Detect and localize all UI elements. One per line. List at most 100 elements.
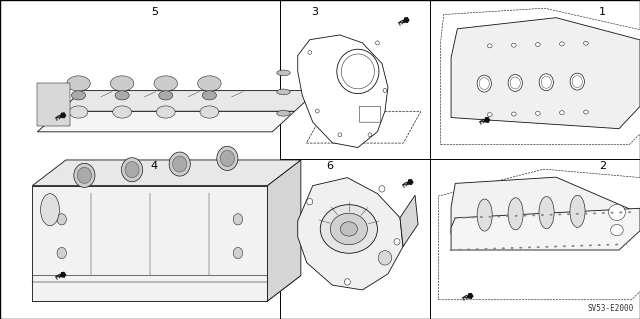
Ellipse shape — [202, 91, 216, 100]
Polygon shape — [400, 195, 418, 247]
Ellipse shape — [376, 41, 380, 45]
Ellipse shape — [593, 212, 596, 214]
Polygon shape — [298, 35, 388, 147]
Ellipse shape — [606, 244, 609, 246]
Ellipse shape — [341, 54, 374, 89]
Ellipse shape — [539, 74, 554, 91]
Ellipse shape — [519, 247, 522, 249]
Text: 5: 5 — [151, 7, 158, 18]
Text: FR.: FR. — [54, 272, 66, 281]
Text: FR.: FR. — [461, 293, 473, 302]
Ellipse shape — [598, 244, 601, 246]
Ellipse shape — [316, 109, 319, 113]
Ellipse shape — [276, 70, 290, 76]
Ellipse shape — [602, 212, 605, 214]
Ellipse shape — [615, 243, 618, 246]
Ellipse shape — [589, 244, 592, 246]
Ellipse shape — [198, 76, 221, 91]
Ellipse shape — [125, 162, 139, 178]
Text: 3: 3 — [312, 7, 318, 18]
Ellipse shape — [471, 216, 474, 218]
Ellipse shape — [57, 248, 67, 259]
Ellipse shape — [113, 106, 131, 118]
Text: FR.: FR. — [402, 179, 413, 189]
Ellipse shape — [563, 245, 566, 247]
Ellipse shape — [611, 225, 623, 236]
Ellipse shape — [217, 146, 238, 170]
Polygon shape — [33, 186, 268, 301]
Text: SV53-E2000: SV53-E2000 — [588, 304, 634, 313]
Ellipse shape — [488, 44, 492, 48]
Ellipse shape — [515, 215, 518, 217]
FancyArrow shape — [60, 113, 66, 118]
Ellipse shape — [545, 246, 548, 248]
Polygon shape — [451, 18, 640, 129]
Ellipse shape — [541, 214, 544, 216]
Ellipse shape — [383, 88, 387, 93]
Ellipse shape — [554, 246, 557, 248]
Ellipse shape — [454, 217, 457, 219]
FancyArrow shape — [484, 117, 490, 122]
Polygon shape — [440, 8, 640, 145]
Ellipse shape — [511, 112, 516, 116]
Ellipse shape — [584, 41, 588, 45]
Ellipse shape — [40, 194, 60, 226]
Ellipse shape — [488, 113, 492, 117]
Ellipse shape — [320, 205, 378, 253]
FancyArrow shape — [467, 293, 473, 298]
Ellipse shape — [330, 213, 367, 245]
Polygon shape — [60, 91, 317, 111]
Ellipse shape — [307, 198, 313, 205]
Ellipse shape — [159, 91, 173, 100]
Ellipse shape — [620, 211, 622, 213]
Ellipse shape — [539, 197, 554, 229]
Ellipse shape — [524, 215, 527, 217]
Ellipse shape — [567, 213, 570, 215]
Ellipse shape — [584, 110, 588, 114]
Polygon shape — [268, 160, 301, 301]
Ellipse shape — [368, 133, 372, 137]
Ellipse shape — [510, 77, 520, 89]
Ellipse shape — [394, 239, 400, 245]
Ellipse shape — [506, 215, 509, 217]
Ellipse shape — [570, 195, 585, 227]
Ellipse shape — [463, 217, 465, 219]
Ellipse shape — [74, 163, 95, 187]
Text: 2: 2 — [598, 161, 606, 171]
Ellipse shape — [338, 133, 342, 137]
Ellipse shape — [508, 75, 522, 91]
Polygon shape — [298, 178, 403, 290]
Ellipse shape — [115, 91, 129, 100]
Ellipse shape — [480, 216, 483, 218]
Ellipse shape — [558, 213, 561, 215]
Ellipse shape — [484, 248, 488, 250]
Ellipse shape — [511, 247, 514, 249]
Ellipse shape — [511, 43, 516, 47]
Polygon shape — [33, 276, 301, 301]
Ellipse shape — [570, 73, 584, 90]
Ellipse shape — [479, 78, 489, 90]
Ellipse shape — [276, 110, 290, 116]
Ellipse shape — [575, 213, 579, 215]
Polygon shape — [438, 169, 640, 300]
Ellipse shape — [169, 152, 190, 176]
Ellipse shape — [340, 222, 357, 236]
Ellipse shape — [220, 150, 234, 167]
Ellipse shape — [536, 111, 540, 115]
Text: FR.: FR. — [54, 112, 66, 122]
Ellipse shape — [497, 216, 500, 218]
Ellipse shape — [308, 50, 312, 54]
Text: 6: 6 — [326, 161, 333, 171]
Ellipse shape — [458, 249, 461, 251]
Ellipse shape — [379, 186, 385, 192]
Ellipse shape — [559, 42, 564, 46]
Ellipse shape — [508, 198, 523, 230]
Ellipse shape — [628, 211, 631, 213]
Polygon shape — [37, 111, 294, 132]
Ellipse shape — [611, 212, 614, 214]
Ellipse shape — [276, 89, 290, 95]
Ellipse shape — [122, 158, 143, 182]
Ellipse shape — [72, 91, 86, 100]
Ellipse shape — [233, 214, 243, 225]
Text: 4: 4 — [150, 161, 157, 171]
